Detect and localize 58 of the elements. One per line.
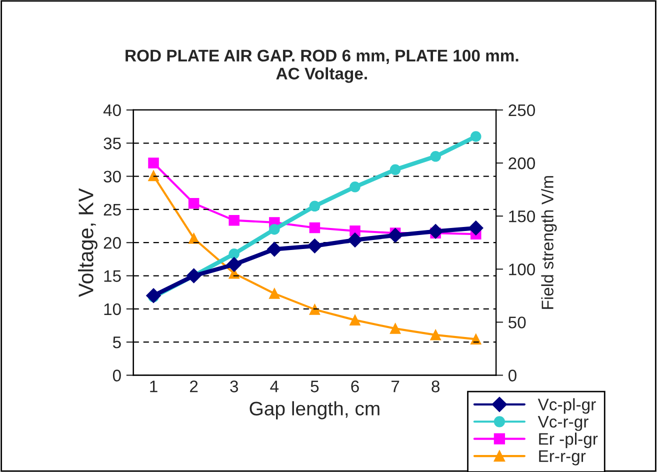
point (390, 164, 401, 176)
y2-tick-label: 150 (509, 210, 535, 222)
point (228, 214, 240, 226)
point (148, 158, 159, 168)
point (188, 198, 200, 209)
y-axis-title: Voltage, KV (78, 188, 98, 297)
point (269, 224, 280, 235)
point (146, 288, 161, 304)
point (430, 151, 441, 162)
y-tick-label: 30 (104, 170, 121, 182)
point (388, 228, 403, 243)
y2-axis-title: Field strength V/m (541, 176, 557, 309)
y-tick-label: 15 (104, 270, 121, 282)
x-axis-title: Gap length, cm (250, 401, 380, 420)
y-tick-label: 20 (104, 237, 121, 249)
y2-tick-label: 100 (509, 264, 535, 276)
legend-label: Vc-r-gr (538, 416, 588, 431)
point (228, 248, 240, 260)
point (188, 232, 200, 244)
x-tick-label: 4 (270, 380, 279, 392)
y-tick-label: 25 (104, 204, 121, 216)
point (309, 304, 320, 315)
point (350, 182, 360, 192)
y-tick-label: 5 (112, 336, 121, 348)
point (148, 170, 159, 182)
point (269, 288, 280, 299)
y-tick-label: 40 (103, 104, 121, 116)
y2-tick-label: 0 (508, 370, 516, 382)
x-tick-label: 8 (432, 380, 440, 392)
chart-title: ROD PLATE AIR GAP. ROD 6 mm, PLATE 100 mm. AC Voltage. (126, 50, 518, 83)
point (390, 323, 401, 334)
point (307, 238, 322, 254)
point (350, 314, 360, 326)
point (348, 232, 362, 248)
x-tick-label: 2 (190, 380, 198, 392)
y-tick-label: 0 (112, 370, 121, 382)
x-tick-label: 1 (150, 380, 158, 392)
y2-tick-label: 200 (508, 157, 535, 170)
point (309, 200, 320, 212)
point (470, 131, 482, 142)
point (470, 334, 482, 345)
y-tick-label: 10 (104, 303, 121, 316)
y-tick-label: 35 (104, 138, 121, 150)
y2-tick-label: 50 (508, 316, 526, 328)
legend-label: Vc-pl-gr (538, 398, 596, 414)
x-tick-label: 5 (310, 380, 319, 392)
legend-label: Er -pl-gr (539, 432, 598, 448)
x-tick-label: 7 (392, 380, 400, 392)
point (468, 220, 484, 236)
point (309, 222, 320, 234)
point (430, 330, 441, 340)
x-tick-label: 3 (230, 380, 238, 392)
x-tick-label: 6 (351, 380, 359, 392)
point (226, 257, 242, 272)
y2-tick-label: 250 (508, 104, 535, 116)
point (428, 224, 443, 239)
point (267, 242, 282, 257)
legend-label: Er-r-gr (539, 450, 586, 466)
